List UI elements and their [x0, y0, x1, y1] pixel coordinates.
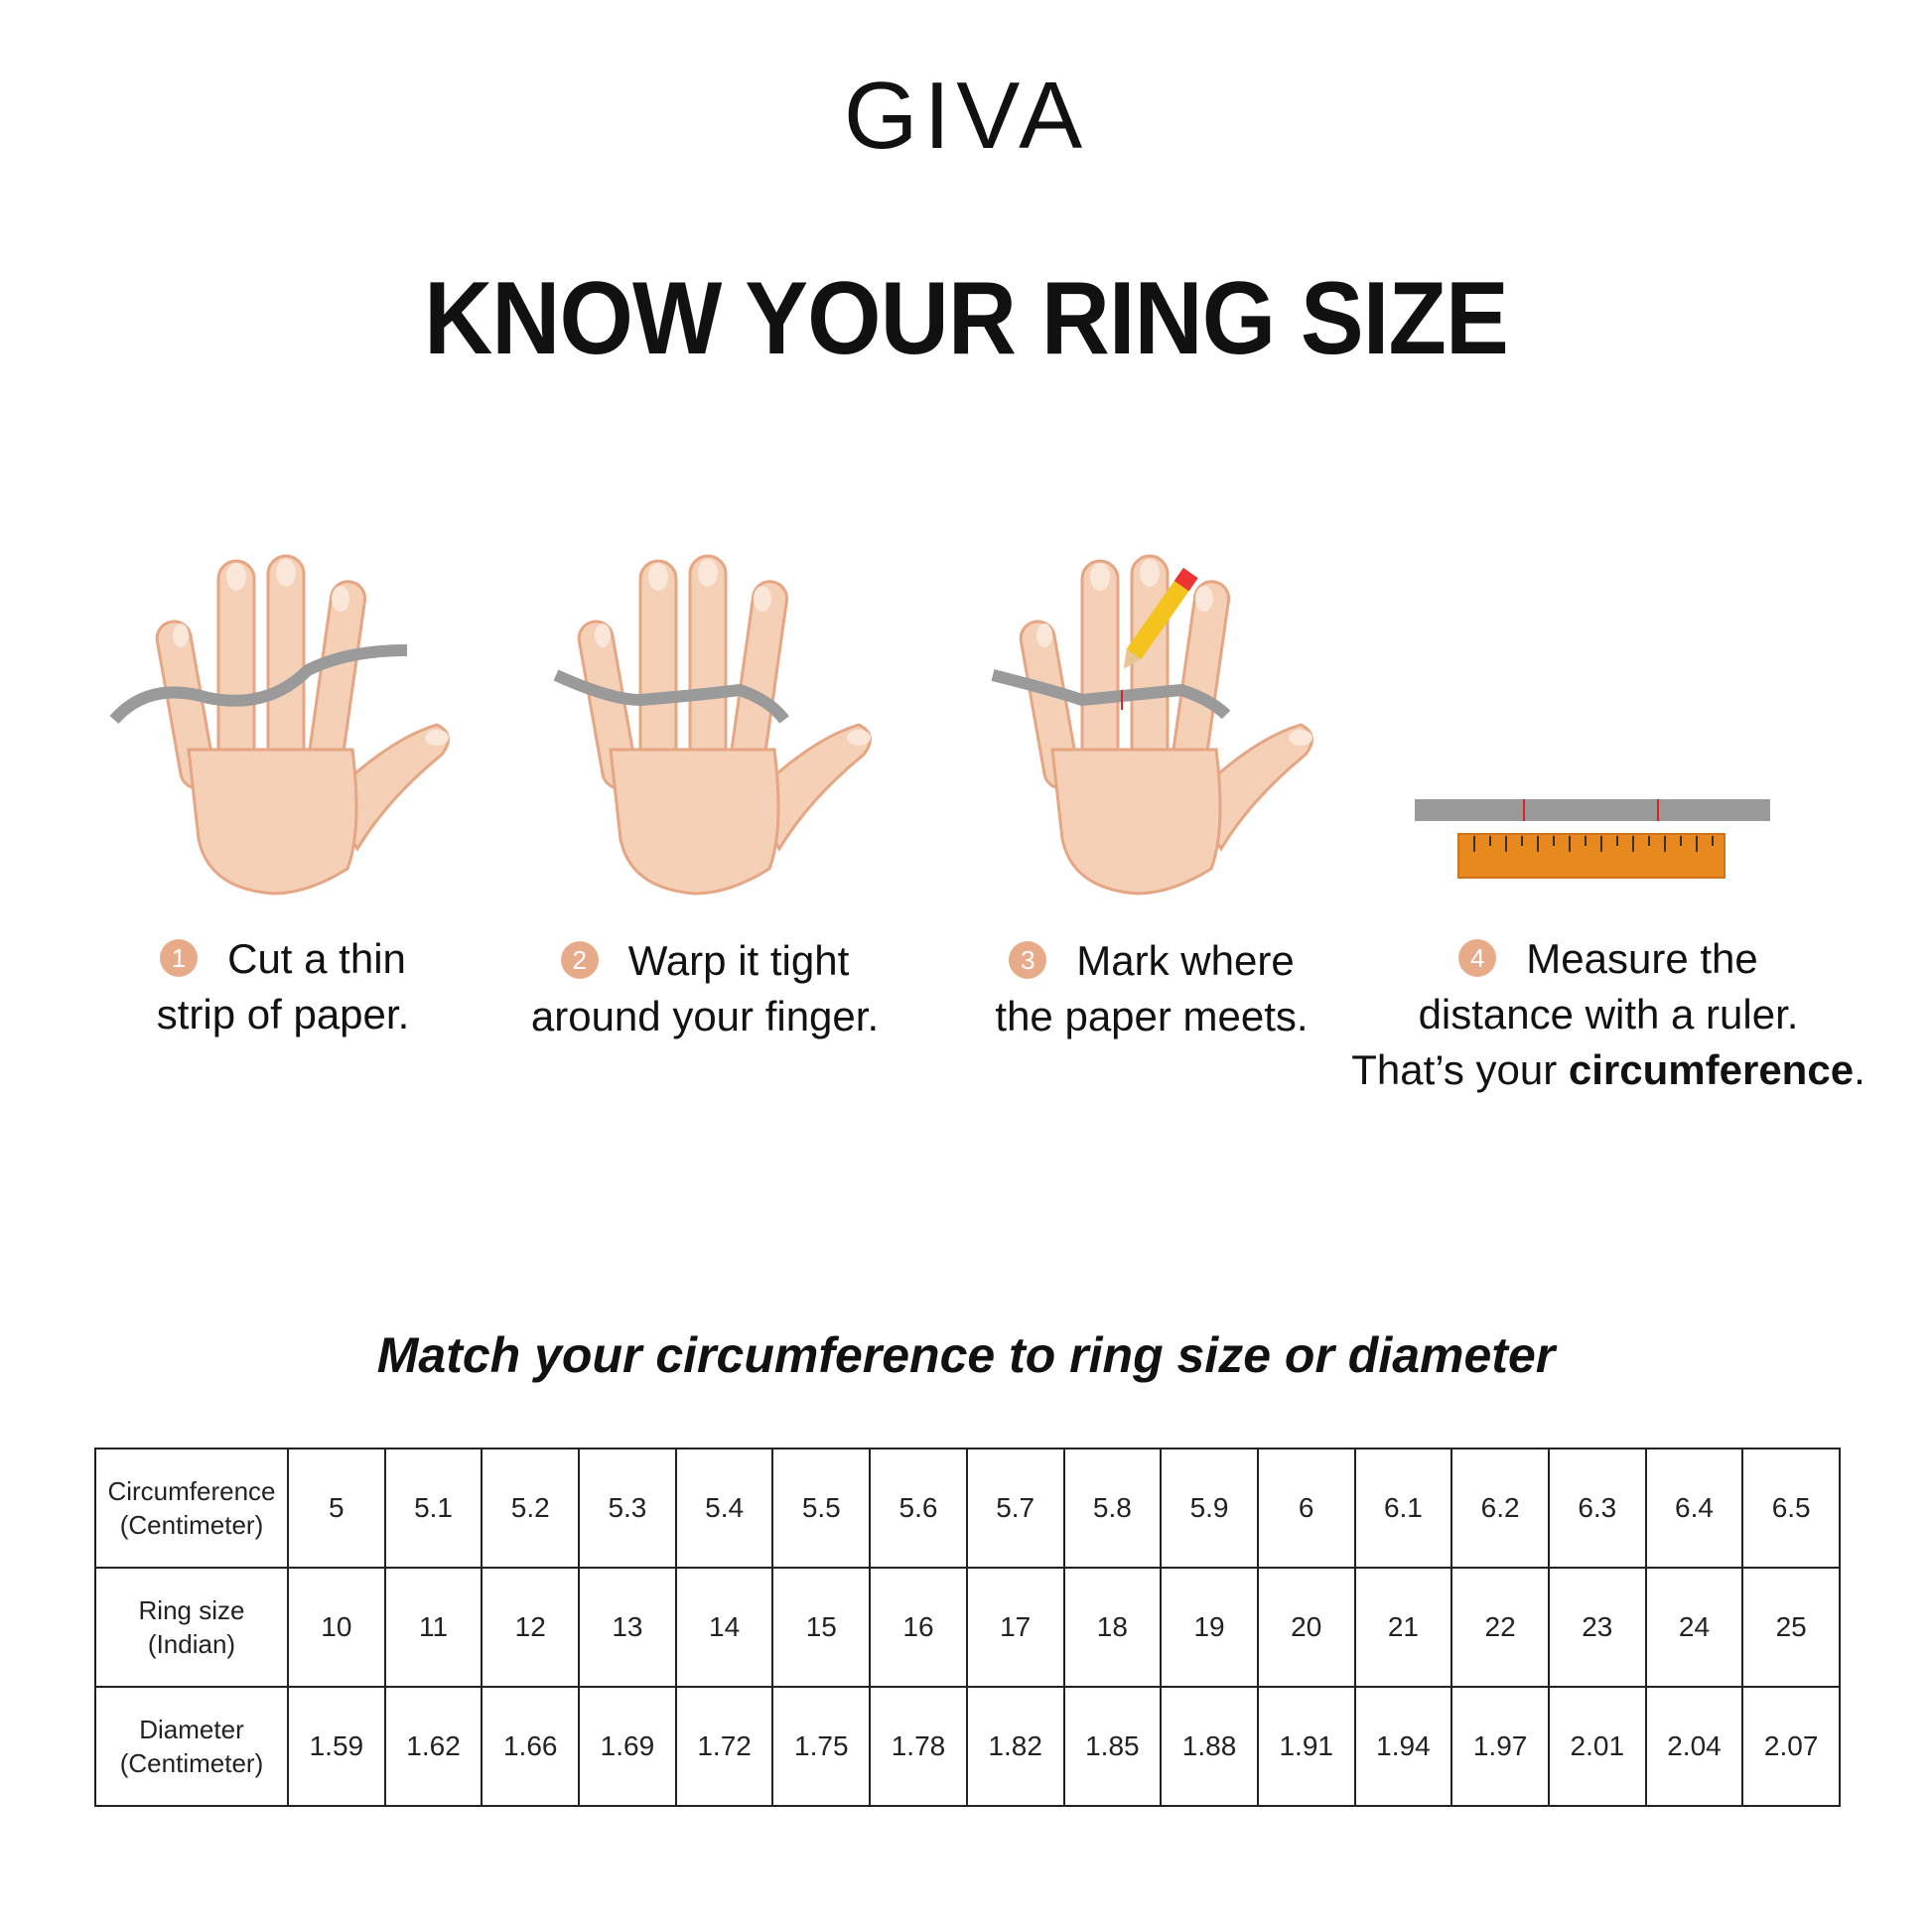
table-cell: 5.4 — [674, 1448, 774, 1569]
table-cell: 1.78 — [869, 1686, 968, 1807]
pencil-icon — [1123, 567, 1198, 669]
table-cell: 5 — [287, 1448, 386, 1569]
table-cell: 1.82 — [965, 1686, 1065, 1807]
table-cell: 1.69 — [578, 1686, 677, 1807]
table-row: Diameter (Centimeter) 1.59 1.62 1.66 1.69 1.72… — [94, 1686, 1841, 1807]
step-line: around your finger. — [530, 993, 880, 1039]
table-heading: Match your circumference to ring size or… — [376, 1327, 1556, 1383]
table-cell: 5.9 — [1160, 1448, 1259, 1569]
table-cell: 18 — [1062, 1567, 1163, 1688]
row-label: Diameter (Centimeter) — [94, 1686, 289, 1807]
table-cell: 15 — [771, 1567, 872, 1688]
table-cell: 1.75 — [771, 1686, 872, 1807]
row-label-unit: (Centimeter) — [119, 1510, 264, 1540]
step-number-badge: 3 — [1009, 940, 1047, 979]
table-cell: 6.4 — [1644, 1448, 1744, 1569]
row-label: Circumference (Centimeter) — [94, 1448, 289, 1569]
row-label-line: Circumference — [107, 1476, 276, 1506]
step-line: the paper meets. — [995, 993, 1309, 1039]
table-cell: 1.88 — [1160, 1686, 1259, 1807]
table-cell: 5.1 — [383, 1448, 483, 1569]
ruler-illustration — [1415, 799, 1770, 879]
step-number-badge: 2 — [560, 940, 599, 979]
row-label-line: Diameter — [139, 1715, 244, 1744]
row-label: Ring size (Indian) — [94, 1567, 289, 1688]
step-line: strip of paper. — [156, 991, 410, 1037]
table-cell: 12 — [481, 1567, 581, 1688]
table-cell: 1.59 — [287, 1686, 386, 1807]
table-cell: 20 — [1256, 1567, 1356, 1688]
ring-size-table: Circumference (Centimeter) 5 5.1 5.2 5.3 5.4 5.… — [94, 1448, 1841, 1807]
table-cell: 6.5 — [1741, 1448, 1841, 1569]
hand-strip-illustration — [109, 551, 472, 908]
table-cell: 2.07 — [1741, 1686, 1841, 1807]
step-line: distance with a ruler. — [1418, 991, 1799, 1037]
table-cell: 1.72 — [674, 1686, 774, 1807]
table-cell: 10 — [287, 1567, 386, 1688]
step-3-text: 3 Mark where the paper meets. — [943, 933, 1360, 1044]
row-label-line: Ring size — [138, 1595, 245, 1625]
row-label-unit: (Indian) — [147, 1629, 236, 1659]
table-cell: 5.3 — [578, 1448, 677, 1569]
table-cell: 24 — [1644, 1567, 1744, 1688]
table-cell: 22 — [1450, 1567, 1550, 1688]
table-cell: 6 — [1256, 1448, 1356, 1569]
step-line: Warp it tight — [627, 937, 850, 984]
table-cell: 6.3 — [1547, 1448, 1647, 1569]
table-cell: 5.6 — [869, 1448, 968, 1569]
table-cell: 5.5 — [771, 1448, 872, 1569]
table-cell: 23 — [1547, 1567, 1647, 1688]
step-line: Cut a thin — [227, 935, 406, 982]
table-cell: 11 — [383, 1567, 483, 1688]
table-cell: 2.04 — [1644, 1686, 1744, 1807]
step-line: . — [1854, 1046, 1865, 1093]
step-2-text: 2 Warp it tight around your finger. — [496, 933, 913, 1044]
table-cell: 1.91 — [1256, 1686, 1356, 1807]
step-4-text: 4 Measure the distance with a ruler. That… — [1330, 931, 1886, 1098]
step-line: Mark where — [1076, 937, 1295, 984]
table-cell: 14 — [674, 1567, 774, 1688]
table-cell: 1.94 — [1353, 1686, 1453, 1807]
table-cell: 6.2 — [1450, 1448, 1550, 1569]
table-cell: 5.2 — [481, 1448, 581, 1569]
table-cell: 19 — [1160, 1567, 1259, 1688]
table-cell: 17 — [965, 1567, 1065, 1688]
brand-logo: GIVA — [843, 63, 1089, 169]
step-number-badge: 4 — [1458, 938, 1497, 977]
page-title: KNOW YOUR RING SIZE — [424, 261, 1509, 376]
hand-mark-illustration — [991, 551, 1335, 908]
table-cell: 21 — [1353, 1567, 1453, 1688]
table-cell: 2.01 — [1547, 1686, 1647, 1807]
table-cell: 5.8 — [1062, 1448, 1163, 1569]
row-label-unit: (Centimeter) — [119, 1748, 264, 1778]
table-cell: 5.7 — [965, 1448, 1065, 1569]
hand-wrap-illustration — [553, 551, 894, 908]
circumference-emphasis: circumference — [1568, 1046, 1855, 1093]
step-number-badge: 1 — [160, 938, 199, 977]
table-cell: 25 — [1741, 1567, 1841, 1688]
step-line: That’s your — [1351, 1046, 1569, 1093]
table-cell: 1.97 — [1450, 1686, 1550, 1807]
table-cell: 13 — [578, 1567, 677, 1688]
table-cell: 1.85 — [1062, 1686, 1163, 1807]
table-row: Ring size (Indian) 10 11 12 13 14 15 16 17 18 19 20 2… — [94, 1567, 1841, 1688]
step-1-text: 1 Cut a thin strip of paper. — [109, 931, 457, 1042]
table-cell: 16 — [869, 1567, 968, 1688]
step-line: Measure the — [1526, 935, 1758, 982]
table-row: Circumference (Centimeter) 5 5.1 5.2 5.3 5.4 5.… — [94, 1448, 1841, 1569]
table-cell: 6.1 — [1353, 1448, 1453, 1569]
table-cell: 1.62 — [383, 1686, 483, 1807]
table-cell: 1.66 — [481, 1686, 581, 1807]
